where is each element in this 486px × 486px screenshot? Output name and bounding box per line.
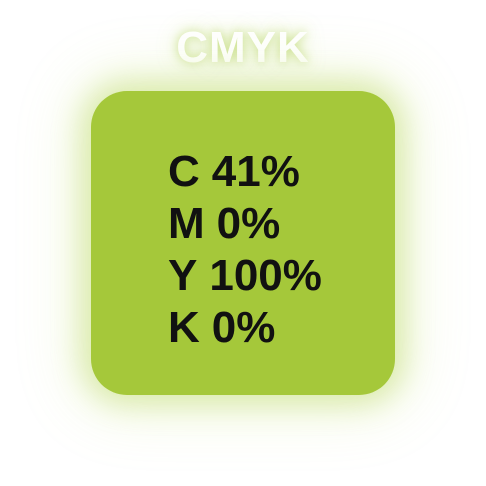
color-swatch — [91, 91, 395, 395]
channel-value: 0% — [216, 199, 281, 248]
channel-value: 100% — [209, 251, 322, 300]
channel-label: M — [168, 199, 205, 248]
color-model-title: CMYK — [176, 23, 310, 72]
channel-label: C — [168, 147, 200, 196]
cmyk-row-magenta: M 0% — [168, 198, 322, 250]
cmyk-row-yellow: Y 100% — [168, 250, 322, 302]
channel-label: K — [168, 303, 200, 352]
channel-value: 41% — [211, 147, 300, 196]
channel-value: 0% — [211, 303, 276, 352]
cmyk-values: C 41% M 0% Y 100% K 0% — [168, 146, 322, 354]
channel-label: Y — [168, 251, 198, 300]
cmyk-row-cyan: C 41% — [168, 146, 322, 198]
cmyk-row-key: K 0% — [168, 302, 322, 354]
